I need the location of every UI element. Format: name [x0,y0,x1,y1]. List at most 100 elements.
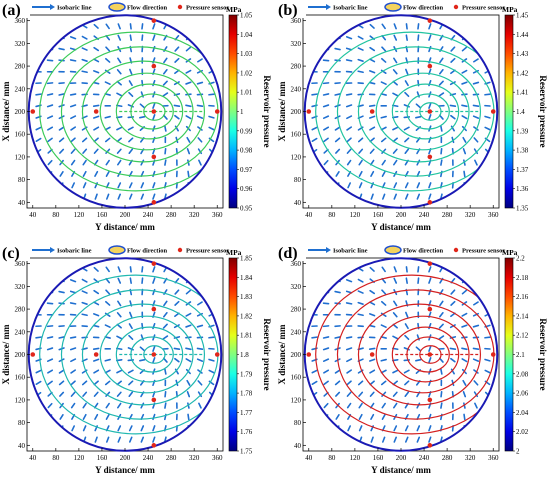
pressure-sensor-point [30,109,36,114]
flow-arrow [473,301,479,306]
flow-arrow [47,159,53,166]
pressure-sensor-point [490,352,496,357]
flow-arrow [69,336,77,339]
x-tick-label: 80 [328,211,336,219]
pressure-sensor-point [214,109,220,114]
y-tick-label: 360 [291,17,302,25]
legend-isobaric-arrowhead [50,4,55,10]
colorbar-tick-label: 1.4 [516,108,525,116]
flow-arrow [104,137,111,143]
flow-arrow [404,80,409,87]
y-tick-label: 200 [291,351,302,359]
flow-arrow [369,115,376,119]
flow-arrow [311,137,318,142]
flow-arrow [106,436,110,443]
x-tick-label: 120 [350,211,361,219]
pressure-sensor-point [427,352,433,357]
x-tick-label: 40 [305,211,313,219]
colorbar-tick-label: 1.42 [516,69,529,77]
flow-arrow [82,425,87,432]
flow-arrow [440,147,443,155]
flow-arrow [450,357,456,363]
flow-arrow [129,277,132,284]
colorbar-unit: MPa [226,248,242,257]
isobaric-line [39,274,222,435]
flow-arrow [116,323,122,329]
y-tick-label: 280 [291,63,302,71]
flow-arrow [428,425,432,432]
panel-label-bg [0,0,30,18]
flow-arrow [140,425,145,432]
flow-arrow [368,324,376,328]
flow-arrow [152,277,156,284]
flow-arrow [196,115,204,119]
pressure-sensor-point [427,109,433,114]
flow-arrow [174,300,180,306]
flow-arrow [152,357,156,364]
flow-arrow [416,182,421,189]
flow-arrow [117,266,121,273]
flow-arrow [185,358,192,363]
flow-arrow [368,347,376,350]
flow-arrow [198,159,202,166]
y-tick-label: 120 [291,153,302,161]
flow-arrow [380,115,387,119]
y-tick-label: 200 [291,108,302,116]
isobaric-line [39,31,222,192]
x-tick-label: 360 [488,211,499,219]
flow-arrow [369,126,376,131]
flow-arrow [474,159,478,166]
flow-arrow [185,69,192,74]
legend-flow-swatch [108,245,126,255]
flow-arrow [335,391,341,397]
flow-arrow [92,324,100,328]
flow-arrow [381,266,386,273]
flow-arrow [346,358,353,363]
flow-arrow [404,91,410,98]
flow-arrow [405,266,408,273]
flow-arrow [105,413,110,420]
panel-label: (b) [278,2,298,19]
flow-arrow [58,93,65,96]
x-tick-label: 160 [97,454,108,462]
flow-arrow [416,413,421,421]
flow-arrow [311,336,318,339]
legend-flow-label: Flow direction [127,248,168,255]
colorbar-tick-label: 0.99 [240,127,253,135]
x-tick-label: 80 [52,211,60,219]
flow-arrow [104,358,111,362]
flow-arrow [69,347,77,351]
flow-arrow [105,391,111,397]
x-tick-label: 200 [396,454,407,462]
y-tick-label: 360 [15,260,26,268]
flow-arrow [70,358,77,363]
panel-label: (a) [2,2,21,19]
flow-arrow [94,170,99,177]
flow-arrow [186,391,191,398]
flow-arrow [104,126,111,131]
flow-arrow [369,289,376,295]
colorbar-tick-label: 1.83 [240,293,253,301]
flow-arrow [105,402,110,409]
flow-arrow [58,336,65,339]
flow-arrow [323,369,330,374]
colorbar-tick-label: 1.35 [516,205,529,213]
flow-arrow [116,69,122,75]
flow-arrow [334,336,341,339]
flow-arrow [405,277,408,284]
flow-arrow [428,34,432,41]
flow-arrow [208,115,215,119]
x-axis-title: Y distance/ mm [371,465,431,475]
flow-arrow [462,391,467,398]
flow-arrow [461,69,468,74]
flow-arrow [93,58,100,63]
flow-arrow [186,148,191,155]
flow-arrow [128,137,134,143]
flow-arrow [93,380,99,386]
legend-sensor-swatch [453,247,459,253]
flow-arrow [461,46,468,52]
flow-arrow [345,93,353,96]
colorbar-tick-label: 2.14 [516,312,529,320]
flow-arrow [117,159,122,166]
flow-arrow [140,170,145,178]
